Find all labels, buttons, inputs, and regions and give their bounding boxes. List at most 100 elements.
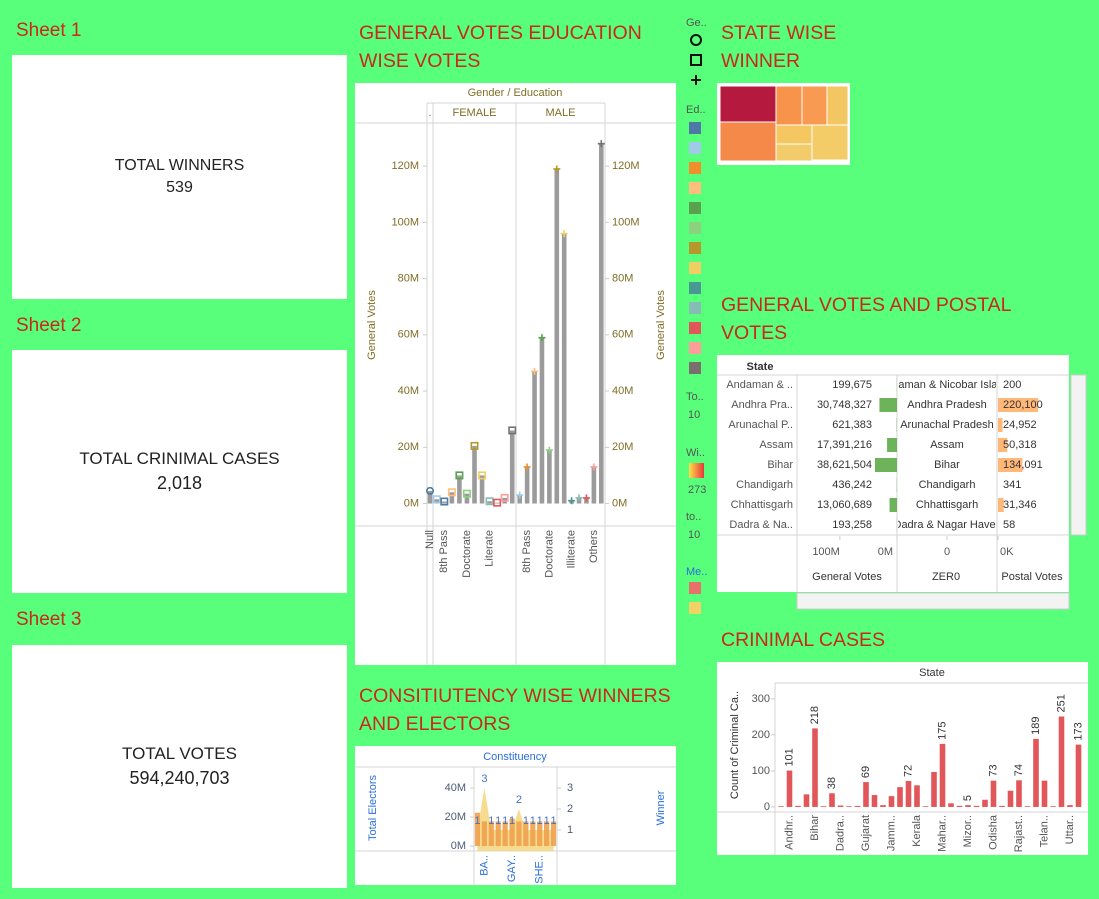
- data-label: 101: [783, 748, 795, 766]
- chart-header: Constituency: [483, 751, 547, 763]
- legend-swatch: [689, 202, 701, 214]
- marker: [553, 165, 561, 173]
- row-label: Andaman & ..: [726, 379, 793, 391]
- column-header: General Votes: [812, 571, 882, 583]
- legend-value: 273: [688, 484, 706, 496]
- bar: [554, 168, 560, 504]
- x-tick-label: Others: [588, 530, 600, 564]
- marker: [523, 463, 531, 471]
- x-tick-label: 8th Pass: [438, 530, 450, 573]
- data-label: 621,383: [832, 419, 872, 431]
- bar: [990, 780, 997, 807]
- bar: [561, 233, 567, 504]
- row-label: Bihar: [934, 459, 960, 471]
- bar: [502, 821, 508, 847]
- data-label: 30,748,327: [817, 399, 872, 411]
- kpi-label: TOTAL CRINIMAL CASES: [79, 449, 280, 468]
- x-tick-label: BA..: [478, 855, 490, 876]
- bar: [449, 492, 455, 504]
- data-label: 1: [488, 815, 494, 827]
- data-label: 1: [550, 815, 556, 827]
- marker: [597, 140, 605, 148]
- y2-tick-label: 60M: [612, 329, 633, 341]
- bar: [523, 821, 529, 847]
- marker: [425, 486, 434, 495]
- bar: [539, 337, 545, 504]
- scrollbar[interactable]: [1070, 374, 1087, 536]
- bar: [880, 805, 886, 807]
- row-label: Dadra & Na..: [729, 519, 793, 531]
- bar: [544, 821, 550, 847]
- data-label: 199,675: [832, 379, 872, 391]
- y2-tick-label: 0M: [612, 497, 627, 509]
- column-header: ZER0: [932, 571, 960, 583]
- pane-label: .: [428, 107, 431, 119]
- row-label: Assam: [930, 439, 964, 451]
- bar: [550, 821, 557, 847]
- bar: [1016, 780, 1022, 807]
- pane-label: FEMALE: [452, 107, 496, 119]
- bar: [829, 793, 835, 807]
- legend-swatch: [689, 282, 701, 294]
- bar: [854, 805, 861, 807]
- x-tick-label: Uttar..: [1064, 815, 1076, 844]
- data-label: 175: [936, 722, 948, 740]
- row-label: Bihar: [767, 459, 793, 471]
- row-label: Andaman & Nicobar Islands: [879, 379, 1016, 391]
- bar: [879, 398, 897, 412]
- bar: [982, 799, 988, 807]
- legend-swatch: [689, 142, 701, 154]
- bar: [434, 499, 440, 504]
- y-tick-label: 80M: [398, 273, 419, 285]
- bar: [495, 821, 501, 847]
- y2-tick-label: 1: [567, 824, 573, 836]
- x-tick-label: Doctorate: [461, 530, 473, 578]
- panel: [717, 355, 1069, 592]
- marker: [447, 488, 456, 497]
- bar: [1033, 738, 1039, 807]
- y-tick-label: 40M: [398, 385, 419, 397]
- data-label: 193,258: [832, 519, 872, 531]
- y2-axis-title: Winner: [655, 790, 667, 825]
- legend-title: Wi..: [686, 447, 705, 459]
- bar: [812, 728, 818, 807]
- data-label: 58: [1003, 519, 1015, 531]
- chart-header: State: [919, 667, 945, 679]
- legend-title: Ed..: [686, 104, 706, 116]
- x-tick-label: 0M: [878, 546, 893, 558]
- row-label: Chandigarh: [736, 479, 793, 491]
- x-tick-label: Bihar: [809, 815, 821, 841]
- y-tick-label: 0: [764, 801, 770, 813]
- data-label: 218: [809, 706, 821, 724]
- marker: [478, 471, 487, 480]
- row-label: Andhra Pradesh: [907, 399, 987, 411]
- treemap-cell: [811, 124, 849, 161]
- y2-axis-title: General Votes: [655, 290, 667, 360]
- bar: [464, 493, 470, 504]
- bar: [1050, 806, 1056, 807]
- bar: [897, 787, 903, 807]
- sheet-label: Sheet 1: [16, 20, 82, 41]
- bar: [427, 490, 433, 504]
- bar: [874, 458, 897, 472]
- scrollbar[interactable]: [796, 592, 1070, 610]
- x-tick-label: Kerala: [911, 814, 923, 847]
- data-label: 13,060,689: [817, 499, 872, 511]
- y2-tick-label: 2: [567, 803, 573, 815]
- data-label: 251: [1055, 694, 1067, 712]
- x-tick-label: Jamm..: [885, 815, 897, 851]
- data-label: 38: [826, 777, 838, 789]
- marker: [432, 495, 441, 504]
- x-tick-label: 0: [944, 546, 950, 558]
- y-tick-label: 0M: [404, 497, 419, 509]
- legend-swatch: [689, 322, 701, 334]
- x-tick-label: Andhr..: [783, 815, 795, 850]
- bar: [939, 743, 946, 807]
- row-label: Chhattisgarh: [731, 499, 793, 511]
- bar: [479, 475, 485, 504]
- bar: [905, 781, 912, 807]
- data-label: 24,952: [1003, 419, 1037, 431]
- legend-swatch: [689, 162, 701, 174]
- bar: [914, 785, 920, 807]
